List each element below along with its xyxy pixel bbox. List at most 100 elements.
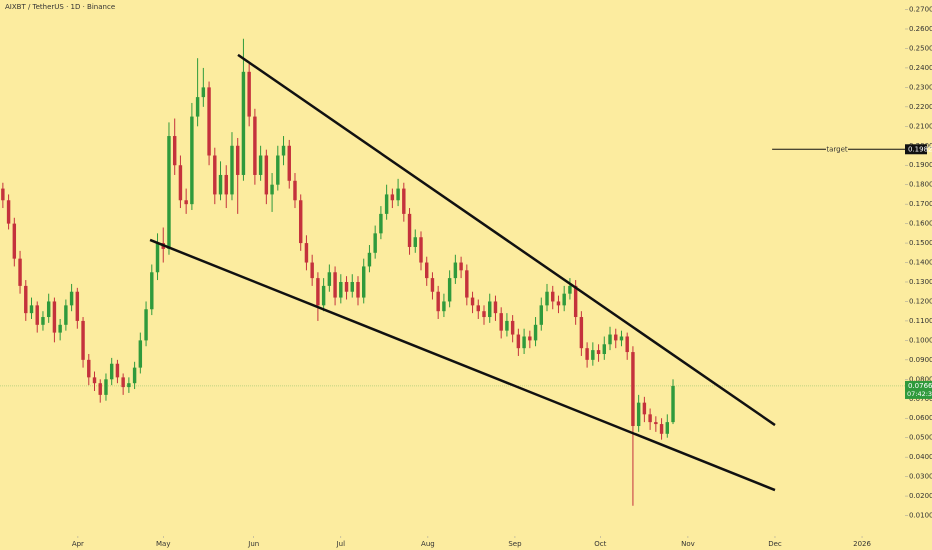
candle-body	[488, 301, 492, 318]
y-tick-label: 0.1900	[909, 161, 932, 169]
y-tick-label: 0.2300	[909, 83, 932, 91]
candle-body	[442, 301, 446, 312]
candle-body	[64, 305, 68, 325]
candle-body	[41, 317, 45, 325]
candle-body	[178, 165, 183, 201]
candle-body	[510, 320, 515, 335]
candle-body	[465, 270, 469, 298]
candle-body	[602, 344, 607, 355]
y-tick-label: 0.1300	[909, 278, 932, 286]
target-label-bg	[826, 145, 848, 154]
chart-title: AIXBT / TetherUS · 1D · Binance	[5, 3, 115, 11]
candle-body	[470, 297, 475, 306]
y-tick-label: 0.1700	[909, 200, 932, 208]
candle-body	[327, 272, 332, 286]
candle-body	[476, 305, 480, 312]
candle-body	[104, 379, 108, 395]
candle-body	[6, 200, 11, 224]
candle-body	[310, 262, 314, 279]
candle-body	[362, 266, 366, 298]
candle-body	[671, 385, 675, 423]
candle-body	[270, 184, 274, 195]
candle-body	[556, 301, 561, 306]
candle-body	[413, 237, 417, 247]
candle-body	[551, 291, 555, 302]
candle-body	[132, 367, 137, 384]
x-tick-label: Jun	[247, 540, 259, 548]
candle-body	[596, 350, 601, 355]
y-tick-label: 0.0300	[909, 473, 932, 481]
candle-body	[218, 174, 223, 195]
candle-body	[591, 350, 595, 360]
candle-body	[625, 336, 629, 353]
candle-body	[172, 136, 177, 166]
candle-body	[545, 291, 549, 306]
y-tick-label: 0.1400	[909, 259, 932, 267]
x-tick-label: 2026	[853, 540, 871, 548]
y-tick-label: 0.0100	[909, 512, 932, 520]
candle-body	[356, 281, 360, 298]
candle-body	[155, 243, 160, 273]
candle-body	[258, 155, 263, 175]
candle-body	[522, 336, 526, 349]
candle-body	[608, 334, 612, 345]
candle-body	[402, 188, 406, 214]
y-tick-label: 0.1500	[909, 239, 932, 247]
candle-body	[614, 334, 618, 341]
candle-body	[207, 87, 211, 156]
candle-body	[138, 340, 143, 368]
candle-body	[665, 422, 670, 434]
candle-body	[453, 262, 458, 279]
countdown: 07:42:32	[907, 390, 932, 398]
candle-body	[121, 377, 125, 388]
candle-body	[213, 155, 217, 195]
candle-body	[379, 213, 383, 234]
candle-body	[69, 291, 74, 306]
y-tick-label: 0.0400	[909, 453, 932, 461]
y-tick-label: 0.1200	[909, 297, 932, 305]
candle-body	[201, 87, 206, 98]
candle-body	[573, 285, 578, 318]
y-tick-label: 0.1600	[909, 220, 932, 228]
candle-body	[190, 116, 194, 205]
y-tick-label: 0.1000	[909, 336, 932, 344]
trendline	[149, 238, 776, 492]
x-tick-label: Jul	[336, 540, 346, 548]
candle-body	[367, 252, 372, 267]
candle-body	[298, 200, 303, 244]
x-tick-label: Sep	[508, 540, 522, 548]
candle-body	[18, 258, 22, 286]
candle-body	[373, 233, 377, 253]
candle-body	[115, 363, 120, 378]
candle-body	[224, 174, 228, 195]
candle-body	[539, 305, 543, 325]
candle-body	[528, 336, 532, 341]
candle-body	[52, 301, 57, 333]
candle-body	[447, 278, 452, 302]
candle-body	[333, 272, 337, 298]
candle-body	[430, 278, 435, 292]
candle-body	[407, 213, 412, 247]
last-price: 0.0766	[908, 382, 932, 390]
candle-body	[87, 359, 91, 378]
candle-body	[98, 383, 102, 395]
x-tick-label: May	[156, 540, 170, 548]
target-price-bg	[905, 144, 927, 155]
candle-body	[425, 262, 429, 279]
candle-body	[241, 71, 246, 175]
candle-body	[659, 424, 664, 434]
y-tick-label: 0.2200	[909, 103, 932, 111]
y-tick-label: 0.1100	[909, 317, 932, 325]
trendline	[237, 53, 776, 427]
candle-body	[533, 324, 538, 341]
candle-body	[482, 311, 486, 318]
candle-body	[459, 262, 463, 271]
candle-body	[344, 281, 349, 292]
candle-body	[396, 188, 400, 201]
candle-body	[235, 145, 240, 175]
candle-body	[253, 116, 257, 175]
y-tick-label: 0.2600	[909, 25, 932, 33]
last-price-bg	[905, 380, 932, 399]
candle-body	[195, 97, 200, 117]
